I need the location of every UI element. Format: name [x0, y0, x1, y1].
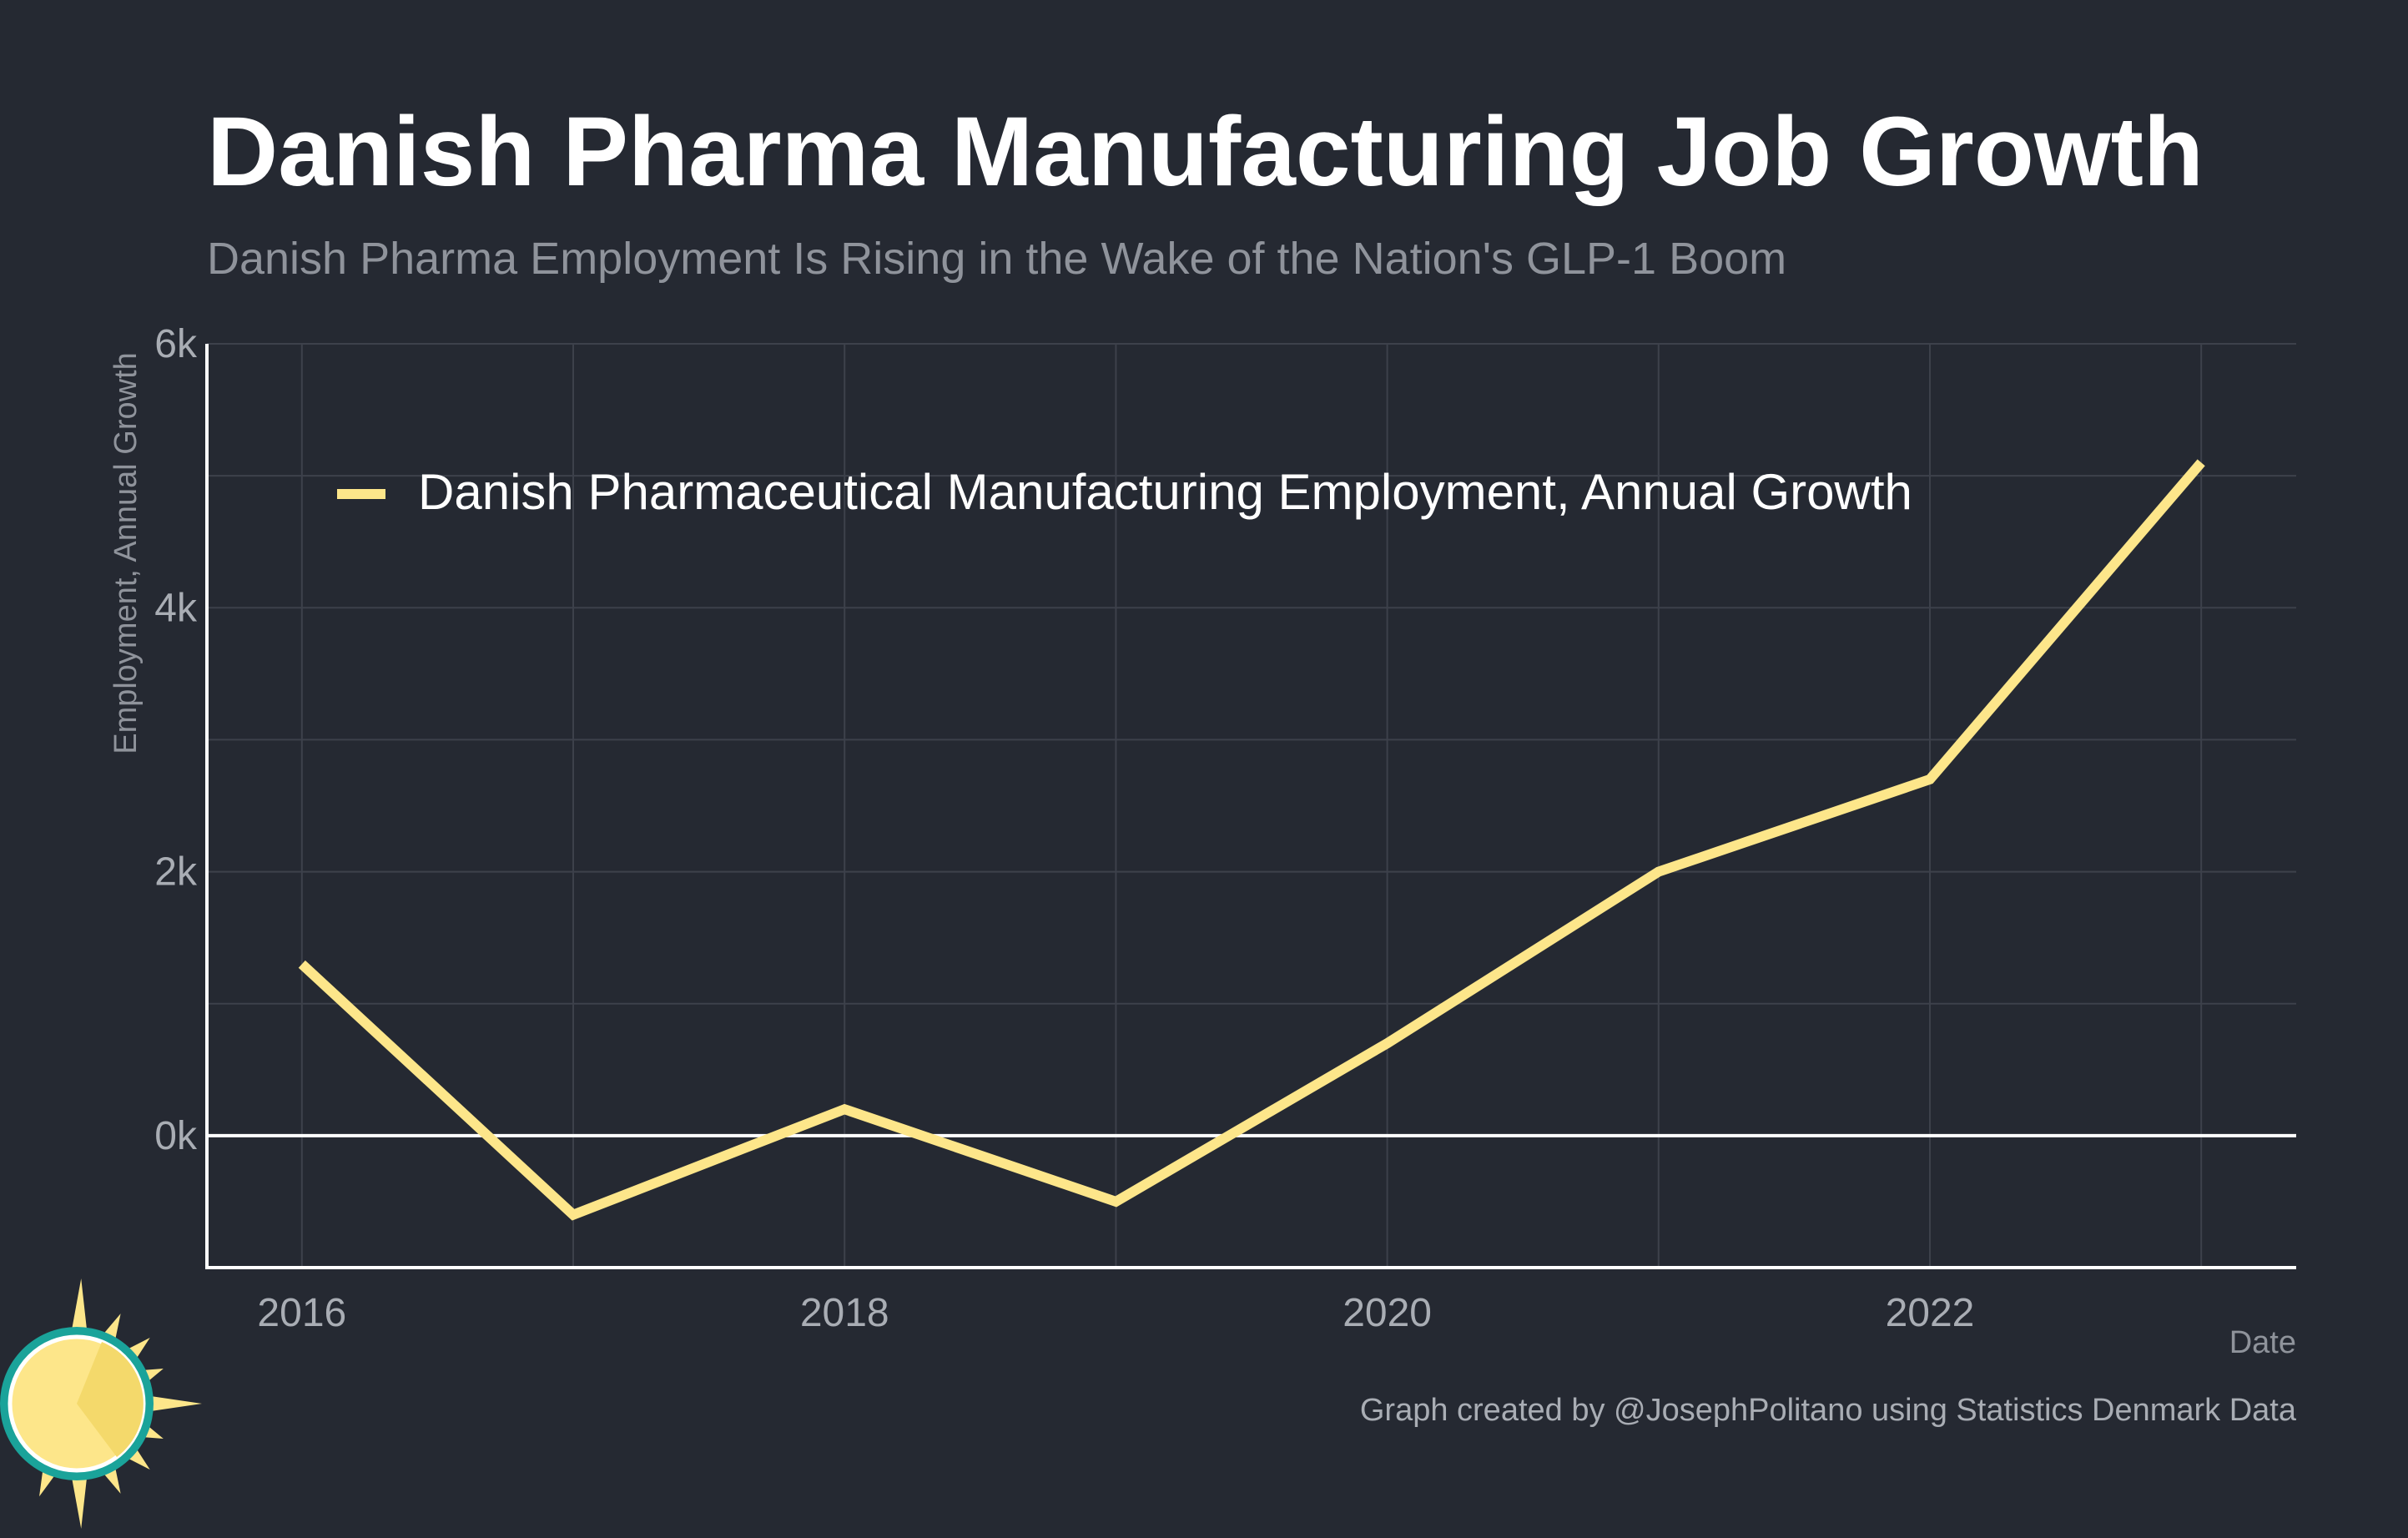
- legend: Danish Pharmaceutical Manufacturing Empl…: [337, 464, 1912, 520]
- grid-lines: [207, 343, 2296, 1268]
- x-axis-label: Date: [2229, 1325, 2296, 1360]
- sun-logo-icon: [0, 1278, 202, 1529]
- axes: [205, 344, 2296, 1269]
- chart-title: Danish Pharma Manufacturing Job Growth: [207, 97, 2204, 207]
- y-tick-label-4k: 4k: [154, 586, 198, 630]
- series-line-0: [298, 459, 2205, 1221]
- y-axis-label: Employment, Annual Growth: [108, 352, 144, 754]
- chart-subtitle: Danish Pharma Employment Is Rising in th…: [207, 234, 1786, 284]
- y-tick-label-0k: 0k: [154, 1114, 198, 1158]
- x-tick-label-2022: 2022: [1886, 1291, 1975, 1335]
- x-tick-label-2016: 2016: [257, 1291, 346, 1335]
- sun-ray-icon: [70, 1278, 88, 1339]
- y-tick-label-6k: 6k: [154, 322, 198, 366]
- legend-label: Danish Pharmaceutical Manufacturing Empl…: [418, 464, 1912, 520]
- x-tick-label-2020: 2020: [1343, 1291, 1432, 1335]
- logo-sun-shade-icon: [77, 1342, 144, 1457]
- x-tick-labels: 2016 2018 2020 2022: [257, 1291, 1974, 1335]
- x-tick-label-2018: 2018: [800, 1291, 889, 1335]
- y-tick-labels: 0k 2k 4k 6k: [154, 322, 198, 1158]
- sun-ray-icon: [70, 1469, 88, 1529]
- series-layer: [298, 459, 2205, 1221]
- source-caption: Graph created by @JosephPolitano using S…: [1360, 1393, 2297, 1428]
- y-tick-label-2k: 2k: [154, 850, 198, 895]
- sun-ray-icon: [143, 1394, 202, 1413]
